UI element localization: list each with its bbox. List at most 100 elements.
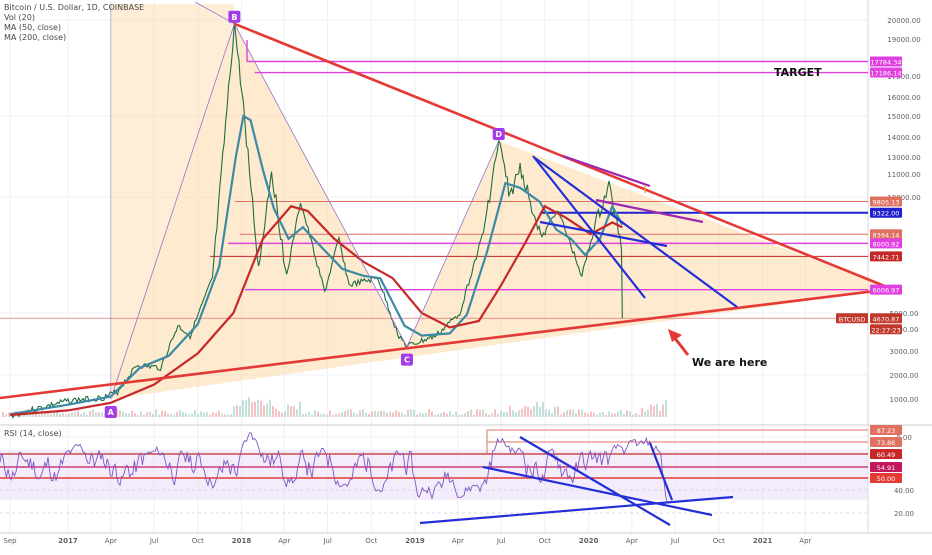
volume-bar (632, 414, 634, 417)
volume-bar (431, 411, 433, 417)
legend-ma50: MA (50, close) (4, 23, 62, 32)
volume-bar (494, 409, 496, 417)
volume-bar (512, 410, 514, 417)
volume-bar (509, 405, 511, 417)
volume-bar (434, 414, 436, 417)
price-tick-label: 2000.00 (890, 372, 919, 380)
volume-bar (461, 414, 463, 417)
volume-bar (164, 411, 166, 417)
volume-bar (389, 411, 391, 417)
price-tick-label: 0.00 (896, 434, 912, 442)
volume-bar (641, 407, 643, 417)
rsi-badge (870, 425, 902, 435)
volume-bar (644, 411, 646, 417)
point-label-c: C (404, 356, 410, 365)
volume-bar (119, 410, 121, 417)
volume-bar (290, 406, 292, 417)
point-marker-a (104, 406, 117, 418)
volume-bar (473, 414, 475, 417)
time-tick-label: Jul (322, 537, 332, 545)
price-badge-label: BTCUSD (839, 315, 865, 323)
volume-bar (443, 411, 445, 417)
volume-bar (86, 414, 88, 417)
point-label-b: B (231, 13, 237, 22)
volume-bar (485, 413, 487, 417)
volume-bar (482, 409, 484, 417)
volume-bar (365, 412, 367, 417)
volume-bar (362, 409, 364, 417)
volume-bar (131, 410, 133, 417)
volume-bar (125, 413, 127, 417)
rsi-trend-1 (482, 465, 713, 517)
volume-bar (89, 410, 91, 417)
volume-bar (557, 406, 559, 417)
price-tick-label: 17000.00 (887, 73, 920, 81)
purple-trend-line-2 (562, 154, 651, 188)
volume-bar (332, 414, 334, 417)
volume-bar (452, 414, 454, 417)
volume-bar (284, 411, 286, 417)
volume-bar (212, 412, 214, 417)
volume-bar (302, 414, 304, 417)
volume-bar (95, 412, 97, 417)
time-tick-label: 2017 (58, 537, 78, 545)
price-tick-label: 14000.00 (887, 134, 920, 142)
volume-bar (575, 413, 577, 417)
volume-bar (53, 412, 55, 417)
we-are-here-arrowhead (668, 329, 682, 342)
volume-bar (503, 412, 505, 417)
we-are-here-label: We are here (692, 356, 767, 369)
price-badge-label: 7442.71 (873, 253, 900, 261)
volume-bar (608, 411, 610, 417)
time-tick-label: Apr (278, 537, 290, 545)
time-tick-label: Oct (713, 537, 725, 545)
rsi-badge-label: 73.86 (877, 439, 896, 447)
volume-bar (659, 410, 661, 417)
volume-bar (533, 406, 535, 417)
volume-bar (98, 412, 100, 417)
volume-bar (578, 409, 580, 417)
volume-bar (386, 412, 388, 417)
rsi-trend-3 (648, 442, 674, 501)
volume-bar (191, 413, 193, 417)
volume-bar (74, 411, 76, 417)
volume-bar (353, 412, 355, 417)
price-tick-label: 16000.00 (887, 94, 920, 102)
harmonic-fill-1 (110, 23, 893, 400)
time-tick-label: 2018 (232, 537, 252, 545)
volume-bar (227, 414, 229, 417)
rsi-trend-0 (419, 495, 734, 525)
volume-bar (215, 412, 217, 417)
target-label: TARGET (774, 66, 822, 79)
volume-bar (230, 413, 232, 417)
price-badge-label: 22:27:23 (871, 326, 900, 334)
time-tick-label: Oct (365, 537, 377, 545)
chart-legend: Bitcoin / U.S. Dollar, 1D, COINBASE Vol … (4, 3, 144, 43)
volume-bar (599, 412, 601, 417)
rsi-tick-label: 40.00 (894, 487, 914, 495)
volume-bar (143, 414, 145, 417)
price-badge (870, 238, 902, 249)
point-label-a: A (108, 408, 115, 417)
volume-bar (320, 414, 322, 417)
volume-bar (56, 411, 58, 417)
volume-bar (209, 414, 211, 417)
volume-bar (650, 404, 652, 417)
volume-bar (2, 412, 4, 417)
price-badge (870, 229, 902, 240)
price-badge-label: 8394.14 (873, 231, 900, 239)
point-marker-d (492, 128, 505, 140)
volume-bar (629, 411, 631, 417)
time-tick-label: Jul (496, 537, 506, 545)
volume-bar (590, 411, 592, 417)
volume-bar (647, 409, 649, 417)
volume-bar (542, 402, 544, 417)
volume-bar (620, 409, 622, 417)
volume-bar (584, 412, 586, 417)
volume-bar (224, 414, 226, 417)
volume-bar (254, 401, 256, 417)
volume-bar (635, 413, 637, 417)
volume-bar (377, 411, 379, 417)
